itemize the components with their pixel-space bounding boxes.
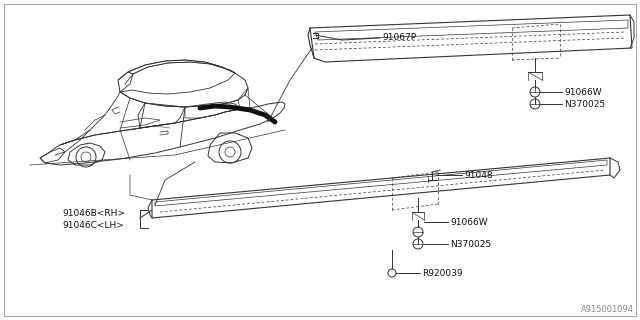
- Text: 91066W: 91066W: [564, 87, 602, 97]
- Text: 91046C<LH>: 91046C<LH>: [62, 220, 124, 229]
- Text: 91067P: 91067P: [382, 33, 416, 42]
- Text: N370025: N370025: [450, 239, 491, 249]
- Text: A915001094: A915001094: [581, 305, 634, 314]
- Text: N370025: N370025: [564, 100, 605, 108]
- Text: R920039: R920039: [422, 268, 463, 277]
- Text: 91046B<RH>: 91046B<RH>: [62, 209, 125, 218]
- Text: 91048: 91048: [464, 171, 493, 180]
- Text: 91066W: 91066W: [450, 218, 488, 227]
